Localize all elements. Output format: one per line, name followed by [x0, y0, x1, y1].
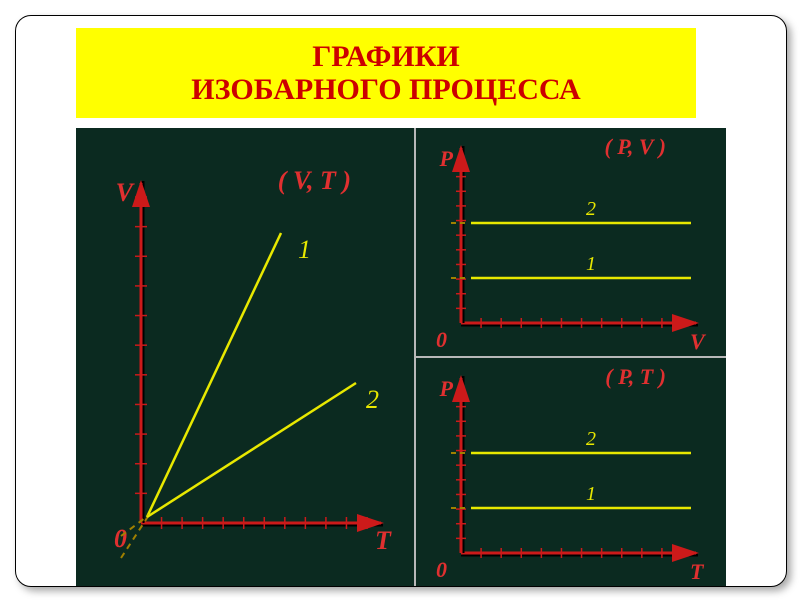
plot-vt: V T 0 ( V, T ) 1 2	[76, 128, 416, 587]
svg-text:P: P	[439, 146, 454, 171]
svg-text:0: 0	[436, 327, 447, 352]
svg-text:V: V	[116, 178, 136, 207]
slide-card: ГРАФИКИ ИЗОБАРНОГО ПРОЦЕССА V T 0 ( V, T ) 1…	[15, 15, 787, 587]
plots-grid: V T 0 ( V, T ) 1 2 P V 0 ( P, V ) 1 2 P T 0 ( P, T ) 1…	[76, 128, 726, 587]
svg-text:0: 0	[436, 557, 447, 582]
svg-text:2: 2	[586, 198, 596, 220]
title-line-2: ИЗОБАРНОГО ПРОЦЕССА	[191, 73, 580, 106]
svg-text:0: 0	[114, 524, 127, 553]
svg-text:1: 1	[586, 483, 596, 505]
svg-text:( V, T ): ( V, T )	[278, 166, 351, 195]
title-bar: ГРАФИКИ ИЗОБАРНОГО ПРОЦЕССА	[76, 28, 696, 118]
svg-text:V: V	[690, 329, 707, 354]
svg-text:( P, T ): ( P, T )	[605, 364, 666, 389]
plot-pt: P T 0 ( P, T ) 1 2	[416, 358, 726, 587]
svg-text:1: 1	[586, 253, 596, 275]
svg-text:( P, V ): ( P, V )	[604, 134, 666, 159]
title-line-1: ГРАФИКИ	[312, 40, 460, 73]
plot-pv: P V 0 ( P, V ) 1 2	[416, 128, 726, 358]
svg-text:2: 2	[586, 428, 596, 450]
svg-text:2: 2	[366, 385, 379, 414]
svg-text:1: 1	[298, 235, 311, 264]
svg-text:T: T	[375, 526, 392, 555]
svg-text:T: T	[690, 559, 705, 584]
svg-text:P: P	[439, 376, 454, 401]
